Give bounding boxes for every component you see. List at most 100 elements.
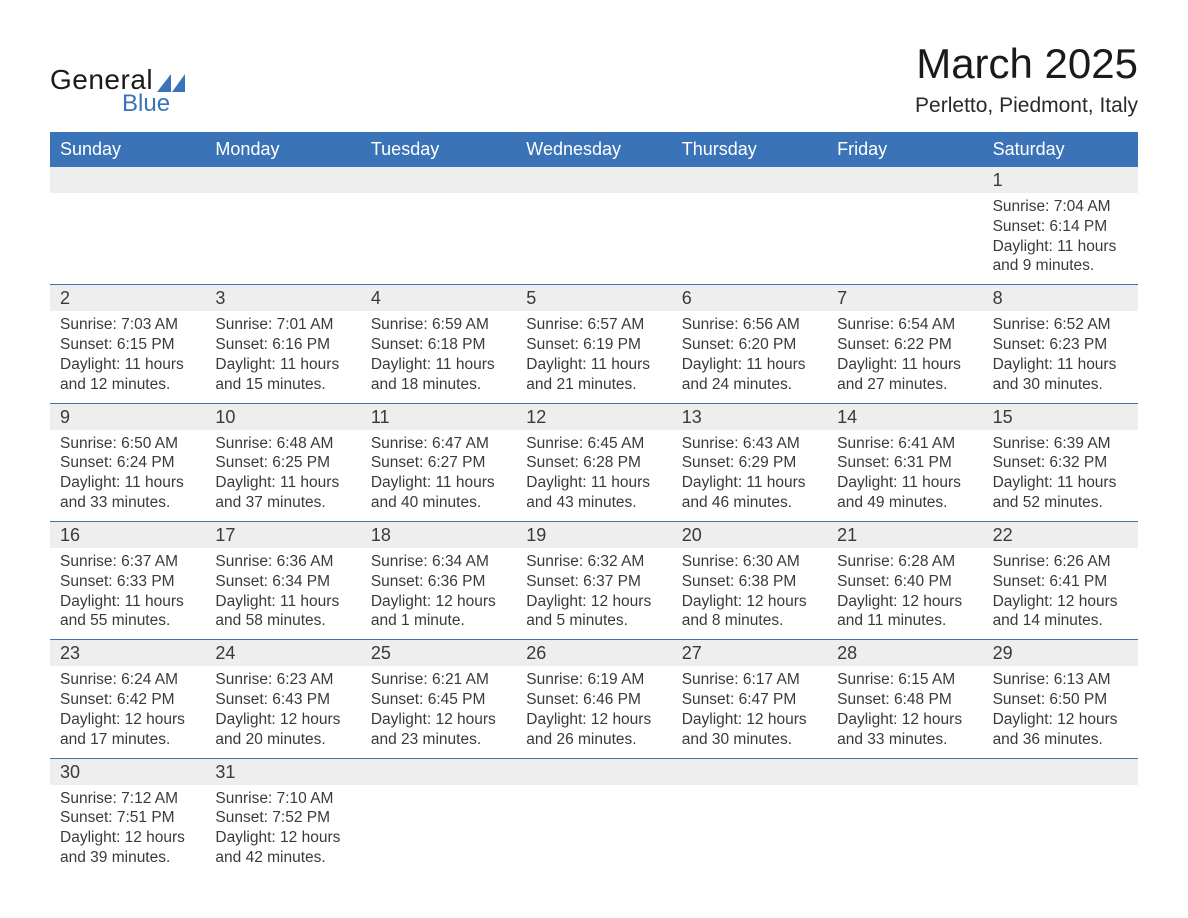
- day-details: Sunrise: 6:24 AMSunset: 6:42 PMDaylight:…: [50, 666, 205, 757]
- day-number: 19: [516, 522, 671, 548]
- day-number: 1: [983, 167, 1138, 193]
- day-details: Sunrise: 6:26 AMSunset: 6:41 PMDaylight:…: [983, 548, 1138, 639]
- day-number: 23: [50, 640, 205, 666]
- day-details: Sunrise: 6:43 AMSunset: 6:29 PMDaylight:…: [672, 430, 827, 521]
- day-details: Sunrise: 6:15 AMSunset: 6:48 PMDaylight:…: [827, 666, 982, 757]
- day-number: 30: [50, 759, 205, 785]
- day-number: [361, 759, 516, 785]
- weekday-label: Monday: [205, 132, 360, 167]
- day-number: 22: [983, 522, 1138, 548]
- day-number: 15: [983, 404, 1138, 430]
- day-details: [672, 785, 827, 876]
- calendar-week: 23242526272829 Sunrise: 6:24 AMSunset: 6:…: [50, 640, 1138, 758]
- day-details: Sunrise: 6:39 AMSunset: 6:32 PMDaylight:…: [983, 430, 1138, 521]
- day-details: Sunrise: 6:13 AMSunset: 6:50 PMDaylight:…: [983, 666, 1138, 757]
- day-details: Sunrise: 7:01 AMSunset: 6:16 PMDaylight:…: [205, 311, 360, 402]
- day-details: Sunrise: 6:19 AMSunset: 6:46 PMDaylight:…: [516, 666, 671, 757]
- weekday-label: Friday: [827, 132, 982, 167]
- day-number: 5: [516, 285, 671, 311]
- day-number: 4: [361, 285, 516, 311]
- calendar-week: 1Sunrise: 7:04 AMSunset: 6:14 PMDaylight…: [50, 167, 1138, 285]
- calendar-week: 2345678 Sunrise: 7:03 AMSunset: 6:15 PMDa…: [50, 285, 1138, 403]
- day-number: [50, 167, 205, 193]
- day-number: 8: [983, 285, 1138, 311]
- day-number: 14: [827, 404, 982, 430]
- weekday-label: Thursday: [672, 132, 827, 167]
- day-details: Sunrise: 6:21 AMSunset: 6:45 PMDaylight:…: [361, 666, 516, 757]
- day-details: Sunrise: 6:37 AMSunset: 6:33 PMDaylight:…: [50, 548, 205, 639]
- day-details: [361, 785, 516, 876]
- day-number: 26: [516, 640, 671, 666]
- day-details: Sunrise: 6:59 AMSunset: 6:18 PMDaylight:…: [361, 311, 516, 402]
- day-number: 17: [205, 522, 360, 548]
- day-details: Sunrise: 6:32 AMSunset: 6:37 PMDaylight:…: [516, 548, 671, 639]
- day-details: [516, 785, 671, 876]
- weekday-label: Sunday: [50, 132, 205, 167]
- title-block: March 2025 Perletto, Piedmont, Italy: [915, 40, 1138, 118]
- day-number: 29: [983, 640, 1138, 666]
- day-number: 24: [205, 640, 360, 666]
- day-details: Sunrise: 7:03 AMSunset: 6:15 PMDaylight:…: [50, 311, 205, 402]
- day-number: 31: [205, 759, 360, 785]
- day-details: Sunrise: 6:54 AMSunset: 6:22 PMDaylight:…: [827, 311, 982, 402]
- day-number: 3: [205, 285, 360, 311]
- day-details: Sunrise: 6:36 AMSunset: 6:34 PMDaylight:…: [205, 548, 360, 639]
- day-number: [827, 759, 982, 785]
- day-details: Sunrise: 6:52 AMSunset: 6:23 PMDaylight:…: [983, 311, 1138, 402]
- day-details: [205, 193, 360, 284]
- day-details: Sunrise: 6:30 AMSunset: 6:38 PMDaylight:…: [672, 548, 827, 639]
- day-details: [50, 193, 205, 284]
- logo-text-bottom: Blue: [122, 90, 170, 118]
- day-number: 16: [50, 522, 205, 548]
- day-details: Sunrise: 6:48 AMSunset: 6:25 PMDaylight:…: [205, 430, 360, 521]
- day-number: 12: [516, 404, 671, 430]
- day-number: [516, 167, 671, 193]
- day-details: Sunrise: 6:17 AMSunset: 6:47 PMDaylight:…: [672, 666, 827, 757]
- day-details: [361, 193, 516, 284]
- calendar-body: 1Sunrise: 7:04 AMSunset: 6:14 PMDaylight…: [50, 167, 1138, 876]
- day-number: 25: [361, 640, 516, 666]
- day-number: 6: [672, 285, 827, 311]
- day-number: 18: [361, 522, 516, 548]
- day-details: Sunrise: 6:34 AMSunset: 6:36 PMDaylight:…: [361, 548, 516, 639]
- day-details: [516, 193, 671, 284]
- location-subtitle: Perletto, Piedmont, Italy: [915, 94, 1138, 118]
- day-details: Sunrise: 6:23 AMSunset: 6:43 PMDaylight:…: [205, 666, 360, 757]
- day-details: Sunrise: 7:10 AMSunset: 7:52 PMDaylight:…: [205, 785, 360, 876]
- day-number: [205, 167, 360, 193]
- day-number: [983, 759, 1138, 785]
- day-details: Sunrise: 6:41 AMSunset: 6:31 PMDaylight:…: [827, 430, 982, 521]
- header-row: General Blue March 2025 Perletto, Piedmo…: [50, 40, 1138, 118]
- day-details: Sunrise: 6:47 AMSunset: 6:27 PMDaylight:…: [361, 430, 516, 521]
- day-details: Sunrise: 7:04 AMSunset: 6:14 PMDaylight:…: [983, 193, 1138, 284]
- logo: General Blue: [50, 44, 185, 118]
- day-number: [516, 759, 671, 785]
- day-details: [672, 193, 827, 284]
- day-number: 27: [672, 640, 827, 666]
- day-details: Sunrise: 6:56 AMSunset: 6:20 PMDaylight:…: [672, 311, 827, 402]
- day-details: [827, 193, 982, 284]
- day-number: 21: [827, 522, 982, 548]
- day-number: [361, 167, 516, 193]
- day-number: [672, 167, 827, 193]
- day-details: [827, 785, 982, 876]
- page-title: March 2025: [915, 40, 1138, 88]
- day-details: Sunrise: 6:57 AMSunset: 6:19 PMDaylight:…: [516, 311, 671, 402]
- weekday-label: Saturday: [983, 132, 1138, 167]
- calendar-week: 9101112131415Sunrise: 6:50 AMSunset: 6:2…: [50, 404, 1138, 522]
- calendar-week: 3031Sunrise: 7:12 AMSunset: 7:51 PMDayli…: [50, 759, 1138, 876]
- day-number: 10: [205, 404, 360, 430]
- day-number: [827, 167, 982, 193]
- day-number: 7: [827, 285, 982, 311]
- day-number: 13: [672, 404, 827, 430]
- day-number: 28: [827, 640, 982, 666]
- weekday-label: Wednesday: [516, 132, 671, 167]
- day-number: 20: [672, 522, 827, 548]
- weekday-label: Tuesday: [361, 132, 516, 167]
- day-number: 11: [361, 404, 516, 430]
- day-details: Sunrise: 6:50 AMSunset: 6:24 PMDaylight:…: [50, 430, 205, 521]
- day-number: [672, 759, 827, 785]
- weekday-header: Sunday Monday Tuesday Wednesday Thursday…: [50, 132, 1138, 167]
- day-number: 2: [50, 285, 205, 311]
- day-details: Sunrise: 7:12 AMSunset: 7:51 PMDaylight:…: [50, 785, 205, 876]
